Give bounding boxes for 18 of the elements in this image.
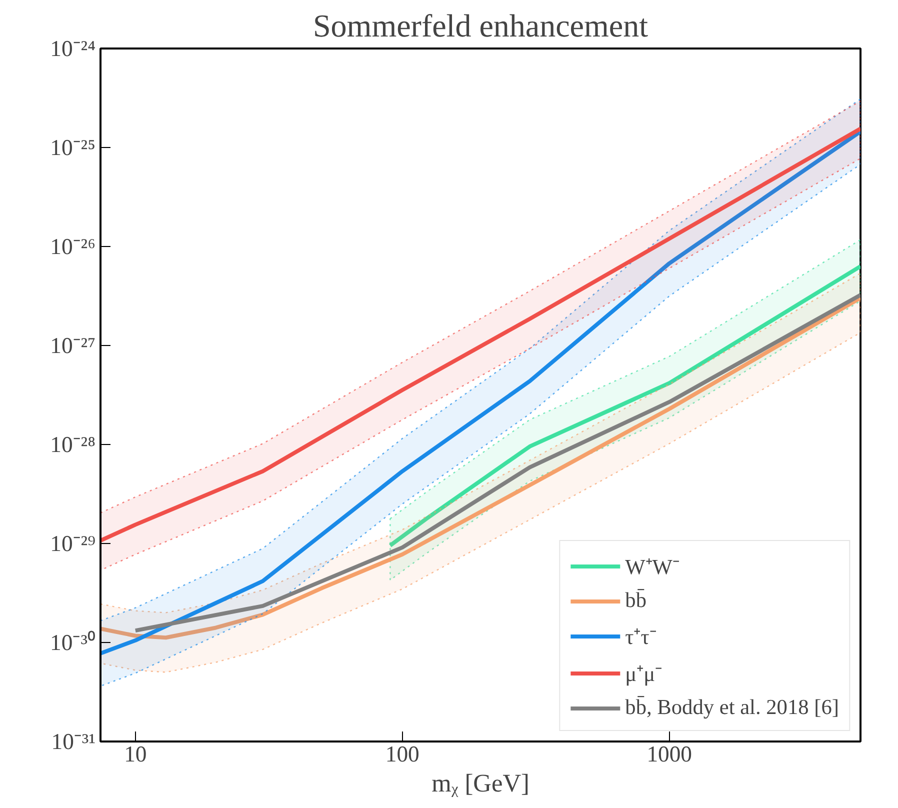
legend-label: τ⁺τ⁻ bbox=[625, 624, 656, 650]
y-tick-label: 10⁻²⁹ bbox=[50, 531, 96, 556]
y-tick-label: 10⁻²⁶ bbox=[50, 234, 96, 259]
x-tick-label: 1000 bbox=[646, 742, 692, 766]
legend-label: W⁺W⁻ bbox=[625, 554, 680, 580]
legend-label: bb̄, Boddy et al. 2018 [6] bbox=[625, 695, 839, 720]
y-tick-label: 10⁻³⁰ bbox=[50, 630, 96, 655]
legend-label: μ⁺μ⁻ bbox=[625, 661, 662, 687]
y-tick-label: 10⁻²⁷ bbox=[50, 333, 96, 358]
x-tick-label: 10 bbox=[124, 742, 147, 766]
y-tick-label: 10⁻³¹ bbox=[51, 729, 96, 754]
y-tick-label: 10⁻²⁸ bbox=[50, 432, 96, 457]
legend-label: bb̄ bbox=[625, 588, 646, 613]
x-tick-label: 100 bbox=[385, 742, 420, 766]
y-tick-label: 10⁻²⁴ bbox=[50, 36, 96, 61]
chart-title: Sommerfeld enhancement bbox=[313, 8, 648, 44]
y-tick-label: 10⁻²⁵ bbox=[50, 135, 96, 160]
x-axis-title: mᵪ [GeV] bbox=[432, 770, 530, 798]
